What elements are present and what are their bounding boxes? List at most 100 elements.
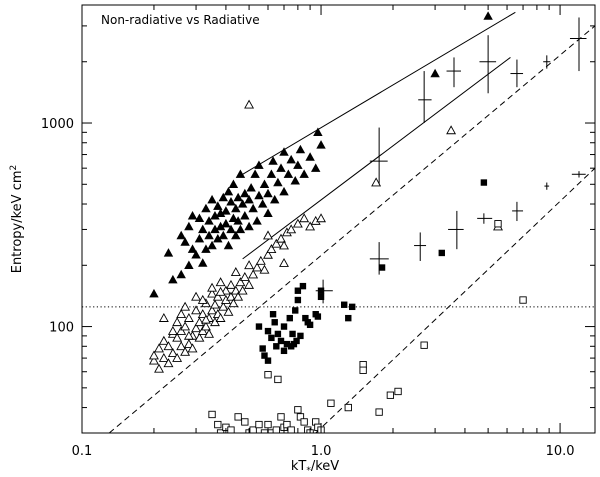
- open-square-point: [300, 418, 308, 426]
- fit-line-dashed-3: [108, 25, 595, 433]
- filled-triangle-point: [149, 288, 159, 298]
- open-triangle-point: [223, 306, 234, 316]
- open-square-point: [420, 341, 428, 349]
- open-triangle-point: [183, 330, 194, 340]
- filled-square-point: [261, 352, 268, 359]
- filled-triangle-point: [207, 194, 217, 204]
- open-triangle-point: [252, 262, 263, 272]
- filled-triangle-point: [228, 213, 239, 223]
- open-triangle-point: [180, 321, 191, 331]
- filled-triangle-point: [268, 156, 278, 165]
- filled-square-point: [292, 307, 299, 314]
- open-triangle-point: [167, 325, 178, 335]
- fit-line-dashed-4: [315, 167, 595, 433]
- open-triangle-point: [292, 218, 303, 228]
- open-square-point: [344, 403, 352, 412]
- filled-triangle-point: [299, 169, 309, 178]
- open-triangle-point: [239, 271, 250, 281]
- open-square-point: [234, 413, 242, 421]
- filled-triangle-point: [316, 140, 326, 149]
- open-triangle-point: [255, 255, 266, 265]
- filled-triangle-point: [235, 169, 246, 178]
- open-triangle-point: [279, 240, 289, 250]
- open-triangle-point: [266, 244, 277, 253]
- filled-triangle-point: [226, 197, 236, 206]
- open-square-point: [227, 426, 235, 433]
- open-triangle-point: [163, 341, 174, 351]
- filled-triangle-point: [313, 127, 323, 136]
- filled-triangle-point: [305, 152, 315, 161]
- open-square-point: [264, 371, 272, 379]
- open-triangle-point: [158, 335, 169, 345]
- open-triangle-point: [154, 343, 164, 353]
- open-square-point: [249, 426, 257, 433]
- open-triangle-point: [248, 269, 259, 279]
- open-triangle-point: [207, 305, 218, 315]
- open-triangle-point: [191, 291, 202, 301]
- filled-triangle-point: [295, 144, 306, 154]
- filled-square-point: [273, 343, 280, 350]
- open-triangle-point: [148, 355, 159, 365]
- open-triangle-point: [172, 332, 183, 342]
- errorbar-point: [479, 35, 497, 94]
- open-triangle-point: [200, 321, 211, 331]
- open-triangle-point: [271, 238, 282, 248]
- open-square-point: [287, 426, 295, 433]
- open-square-point: [214, 420, 222, 429]
- filled-triangle-point: [254, 190, 264, 200]
- y-axis-label-main: Entropy/keV cm: [10, 170, 25, 273]
- filled-square-point: [268, 334, 275, 342]
- open-triangle-point: [194, 317, 205, 327]
- filled-triangle-point: [279, 147, 289, 156]
- open-triangle-point: [200, 314, 211, 324]
- open-square-point: [327, 399, 335, 407]
- filled-triangle-point: [430, 68, 440, 78]
- filled-square-point: [255, 323, 263, 330]
- filled-triangle-point: [168, 274, 178, 284]
- filled-square-point: [293, 337, 300, 345]
- errorbar-point: [369, 242, 389, 275]
- y-tick-label: 100: [49, 321, 74, 336]
- filled-triangle-point: [248, 203, 258, 213]
- open-triangle-point: [226, 279, 236, 289]
- filled-triangle-point: [221, 218, 231, 228]
- open-square-point: [283, 420, 291, 429]
- filled-triangle-point: [273, 177, 283, 187]
- filled-triangle-point: [176, 269, 186, 279]
- filled-triangle-point: [250, 169, 260, 178]
- open-triangle-point: [207, 282, 218, 292]
- open-triangle-point: [215, 313, 226, 322]
- filled-triangle-point: [290, 176, 300, 185]
- fit-line-solid-2: [242, 57, 511, 260]
- filled-square-point: [264, 357, 272, 364]
- open-square-point: [272, 426, 280, 433]
- open-square-point: [294, 406, 302, 414]
- open-triangle-point: [220, 285, 231, 295]
- errorbar-point: [569, 17, 587, 72]
- filled-triangle-point: [184, 221, 194, 231]
- errorbar-point: [544, 182, 550, 190]
- errorbar-point: [571, 171, 586, 178]
- open-triangle-point: [187, 343, 198, 353]
- filled-triangle-point: [194, 233, 205, 243]
- filled-square-point: [280, 323, 288, 330]
- errorbar-point: [315, 279, 333, 304]
- filled-square-point: [299, 282, 307, 290]
- errorbar-point: [477, 213, 493, 224]
- filled-triangle-point: [263, 208, 273, 217]
- open-triangle-point: [235, 277, 246, 287]
- y-tick-label: 1000: [41, 117, 74, 132]
- open-square-point: [296, 413, 305, 421]
- filled-square-point: [259, 345, 266, 352]
- filled-square-point: [294, 287, 302, 294]
- open-square-point: [375, 408, 383, 416]
- filled-triangle-point: [246, 183, 256, 192]
- filled-triangle-point: [483, 11, 493, 20]
- open-square-point: [277, 413, 285, 421]
- filled-square-point: [480, 179, 488, 186]
- filled-triangle-point: [254, 160, 264, 169]
- filled-triangle-point: [266, 169, 277, 178]
- filled-triangle-point: [244, 194, 254, 204]
- open-triangle-point: [371, 177, 382, 187]
